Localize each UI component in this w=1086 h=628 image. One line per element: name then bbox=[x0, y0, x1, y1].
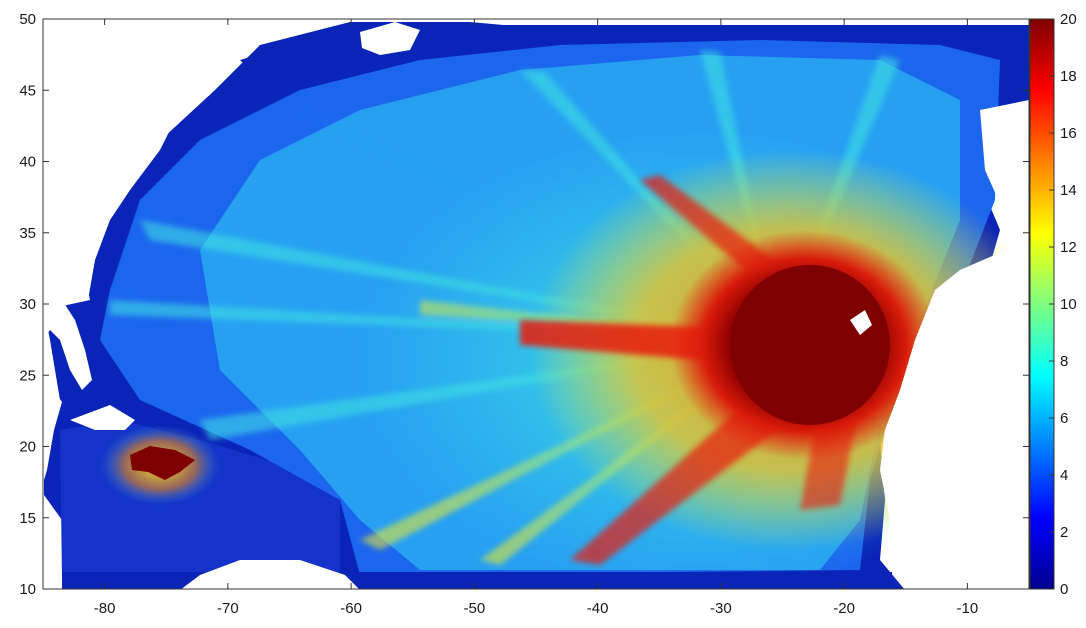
x-tick-label: -10 bbox=[957, 600, 979, 617]
colorbar-tick-label: 8 bbox=[1060, 353, 1068, 370]
colorbar-axis: 0 2 4 6 8 10 12 14 16 18 20 bbox=[1049, 11, 1077, 598]
y-tick-label: 50 bbox=[19, 11, 36, 28]
y-axis: 10 15 20 25 30 35 40 45 50 bbox=[19, 11, 1029, 598]
colorbar-tick-label: 18 bbox=[1060, 68, 1077, 85]
colorbar-tick-label: 10 bbox=[1060, 296, 1077, 313]
colorbar-tick-label: 16 bbox=[1060, 125, 1077, 142]
colorbar-tick-label: 0 bbox=[1060, 581, 1068, 598]
x-tick-label: -60 bbox=[340, 600, 362, 617]
land-north-america bbox=[43, 19, 280, 310]
colorbar-tick-label: 4 bbox=[1060, 467, 1068, 484]
land bbox=[43, 19, 1029, 589]
land-central-america bbox=[43, 392, 62, 480]
source-core bbox=[730, 265, 890, 425]
x-tick-label: -80 bbox=[94, 600, 116, 617]
x-tick-label: -20 bbox=[833, 600, 855, 617]
north-coastal-band bbox=[240, 25, 1029, 80]
x-tick-label: -50 bbox=[464, 600, 486, 617]
y-tick-label: 15 bbox=[19, 510, 36, 527]
land-newfoundland bbox=[360, 22, 420, 55]
x-axis: -80 -70 -60 -50 -40 -30 -20 -10 bbox=[94, 19, 978, 617]
colorbar-tick-label: 2 bbox=[1060, 524, 1068, 541]
y-tick-label: 45 bbox=[19, 82, 36, 99]
y-tick-label: 40 bbox=[19, 154, 36, 171]
y-tick-label: 35 bbox=[19, 225, 36, 242]
y-tick-label: 30 bbox=[19, 296, 36, 313]
colorbar-tick-label: 6 bbox=[1060, 410, 1068, 427]
ocean-field bbox=[43, 19, 1029, 589]
land-cuba bbox=[70, 405, 135, 430]
y-tick-label: 20 bbox=[19, 439, 36, 456]
land-nova-scotia bbox=[110, 108, 145, 118]
land-africa bbox=[880, 240, 1029, 589]
haiti-source bbox=[130, 446, 195, 480]
x-tick-label: -30 bbox=[710, 600, 732, 617]
colorbar-tick-label: 14 bbox=[1060, 182, 1077, 199]
land-canary-islands bbox=[850, 310, 872, 335]
colorbar-tick-label: 20 bbox=[1060, 11, 1077, 28]
y-tick-label: 25 bbox=[19, 367, 36, 384]
land-florida bbox=[43, 300, 92, 390]
x-tick-label: -40 bbox=[587, 600, 609, 617]
land-south-america bbox=[181, 560, 359, 589]
y-tick-label: 10 bbox=[19, 581, 36, 598]
land-iberia bbox=[980, 100, 1029, 220]
colorbar-tick-label: 12 bbox=[1060, 239, 1077, 256]
x-tick-label: -70 bbox=[217, 600, 239, 617]
